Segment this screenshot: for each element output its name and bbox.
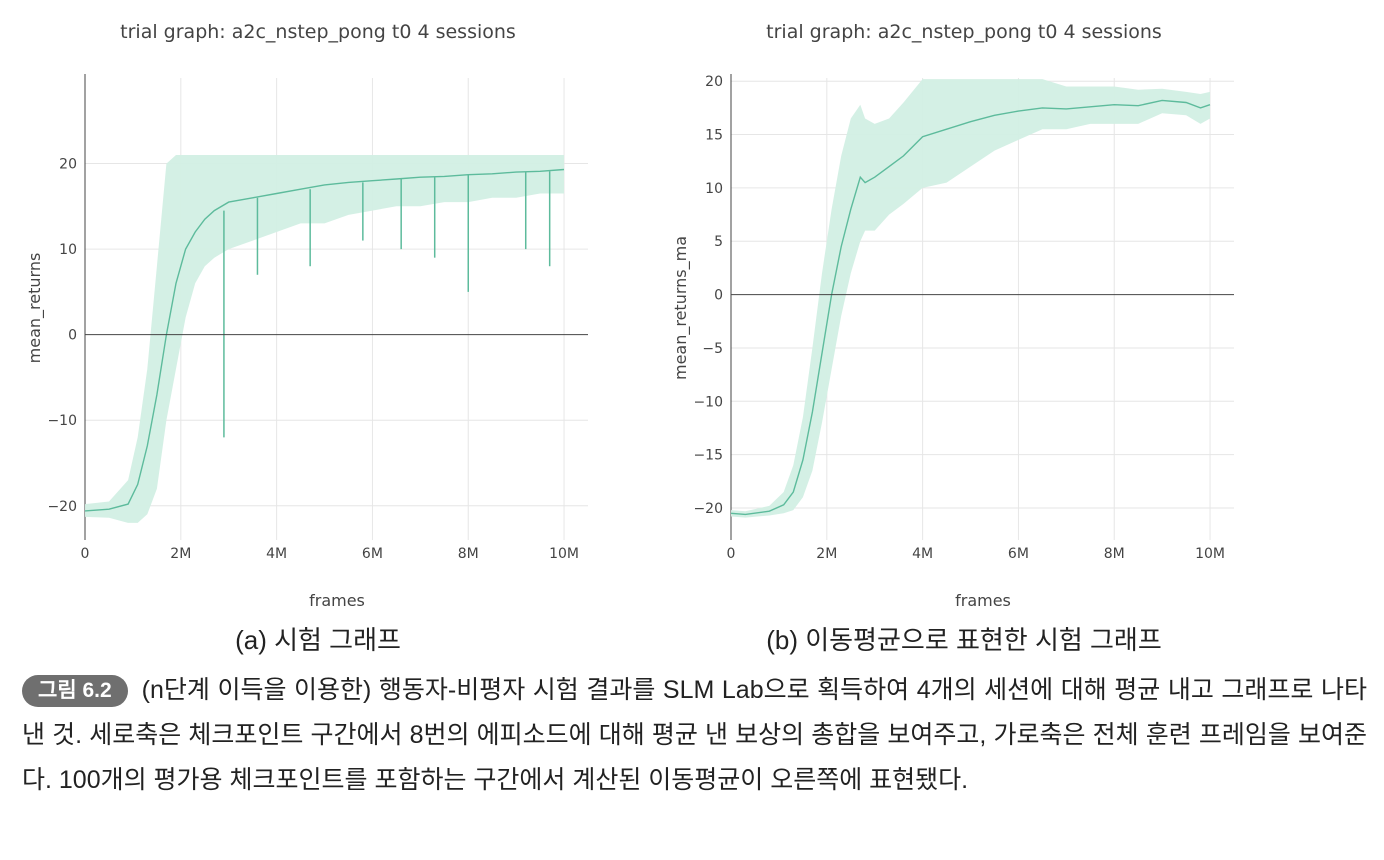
chart-b-ytick-label: 15: [705, 128, 723, 144]
chart-b-title: trial graph: a2c_nstep_pong t0 4 session…: [766, 21, 1162, 43]
chart-a-xtick-label: 4M: [266, 546, 287, 562]
chart-a-xtick-label: 0: [81, 546, 90, 562]
subcaption-b: (b) 이동평균으로 표현한 시험 그래프: [766, 625, 1162, 655]
chart-a-xlabel: frames: [309, 591, 365, 610]
chart-b-ytick-label: 20: [705, 74, 723, 90]
chart-a-series-line: [84, 168, 565, 512]
chart-b-ytick-label: −15: [693, 448, 723, 464]
chart-b-xtick-label: 8M: [1104, 546, 1125, 562]
chart-a-confidence-band: [85, 155, 564, 523]
chart-a-xtick-label: 6M: [362, 546, 383, 562]
chart-b-xlabel: frames: [955, 591, 1011, 610]
chart-b-xtick-label: 0: [727, 546, 736, 562]
figure-charts: trial graph: a2c_nstep_pong t0 4 session…: [25, 21, 1234, 610]
figure-badge: 그림 6.2: [22, 675, 128, 707]
chart-a-ytick-label: −20: [47, 499, 77, 515]
figure-caption-text: (n단계 이득을 이용한) 행동자-비평자 시험 결과를 SLM Lab으로 획…: [22, 676, 1367, 794]
chart-b-ytick-label: −20: [693, 501, 723, 517]
chart-a-xtick-label: 10M: [549, 546, 579, 562]
chart-b-xtick-label: 6M: [1008, 546, 1029, 562]
chart-a-ytick-label: 10: [59, 242, 77, 258]
chart-b-xtick-label: 2M: [816, 546, 837, 562]
chart-b-ytick-label: 5: [714, 234, 723, 250]
chart-b-series-line: [730, 99, 1211, 516]
chart-b-ytick-label: 10: [705, 181, 723, 197]
chart-a-ytick-label: 20: [59, 157, 77, 173]
chart-b-xtick-label: 4M: [912, 546, 933, 562]
chart-b-ytick-label: −10: [693, 394, 723, 410]
chart-a-ylabel: mean_returns: [25, 253, 45, 364]
chart-b-ylabel: mean_returns_ma: [671, 236, 691, 380]
chart-a-xtick-label: 2M: [170, 546, 191, 562]
chart-b-xtick-label: 10M: [1195, 546, 1225, 562]
chart-moving-average-graph: trial graph: a2c_nstep_pong t0 4 session…: [671, 21, 1234, 610]
chart-b-confidence-band: [731, 79, 1210, 518]
chart-a-xtick-label: 8M: [458, 546, 479, 562]
chart-a-ytick-label: 0: [68, 328, 77, 344]
subcaption-a: (a) 시험 그래프: [235, 625, 401, 655]
chart-b-ytick-label: −5: [702, 341, 723, 357]
chart-a-ytick-label: −10: [47, 413, 77, 429]
figure-caption: 그림 6.2 (n단계 이득을 이용한) 행동자-비평자 시험 결과를 SLM L…: [22, 668, 1367, 803]
chart-b-ytick-label: 0: [714, 288, 723, 304]
chart-a-title: trial graph: a2c_nstep_pong t0 4 session…: [120, 21, 516, 43]
chart-trial-graph: trial graph: a2c_nstep_pong t0 4 session…: [25, 21, 588, 610]
